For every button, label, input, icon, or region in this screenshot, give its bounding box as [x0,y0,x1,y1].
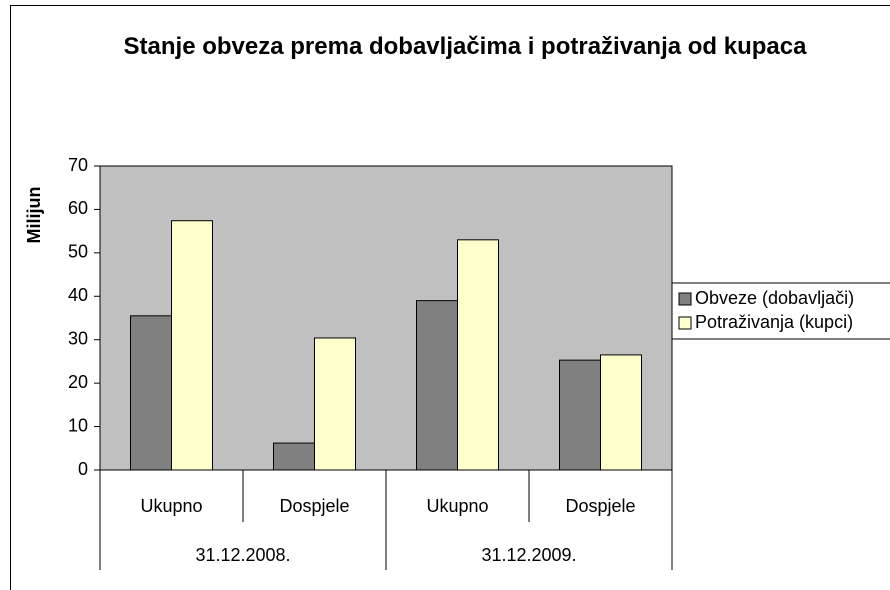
y-tick-label: 0 [78,459,88,479]
bar [416,300,458,471]
bar [600,354,642,471]
bar [273,442,315,471]
y-tick-label: 40 [68,285,88,305]
chart-title: Stanje obveza prema dobavljačima i potra… [123,33,807,60]
legend-box [671,282,890,340]
group-label: 31.12.2009. [481,545,576,565]
bar [559,359,601,471]
legend-label: Potraživanja (kupci) [695,312,853,332]
bar [130,315,172,471]
y-tick-label: 70 [68,155,88,175]
bar [457,239,499,471]
y-axis-label: Milijun [24,187,44,244]
y-tick-label: 30 [68,328,88,348]
group-label: 31.12.2008. [195,545,290,565]
legend-swatch [678,292,692,306]
bar [314,337,356,471]
x-tick-label: Dospjele [565,496,635,516]
y-tick-label: 50 [68,242,88,262]
x-tick-label: Dospjele [279,496,349,516]
y-tick-label: 60 [68,198,88,218]
legend-label: Obveze (dobavljači) [695,288,854,308]
legend-swatch [678,316,692,330]
y-tick-label: 20 [68,372,88,392]
y-tick-label: 10 [68,415,88,435]
x-tick-label: Ukupno [140,496,202,516]
x-tick-label: Ukupno [426,496,488,516]
bar [171,220,213,471]
